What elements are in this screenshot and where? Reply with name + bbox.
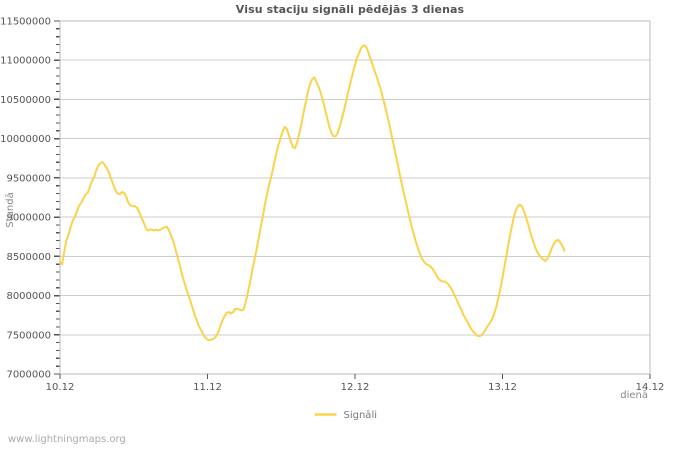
y-axis-tick-labels: 7000000 7500000 8000000 8500000 9000000 95000… xyxy=(0,17,51,381)
x-axis-ticks xyxy=(59,374,651,379)
y-axis-tick-label: 9500000 xyxy=(6,173,51,184)
y-axis-title: Stundā xyxy=(5,192,16,227)
x-axis-tick-labels: 10.12 11.12 12.12 13.12 14.12 xyxy=(46,382,665,393)
x-axis-tick-label: 12.12 xyxy=(341,382,370,393)
y-axis-tick-label: 10000000 xyxy=(0,134,51,145)
y-axis-tick-label: 10500000 xyxy=(0,95,51,106)
x-axis-tick-label: 13.12 xyxy=(488,382,517,393)
y-axis-tick-label: 9000000 xyxy=(6,213,51,224)
plot-frame xyxy=(59,20,651,375)
data-series-group xyxy=(59,44,566,342)
x-axis-title: dienā xyxy=(620,390,648,401)
y-axis-tick-label: 11000000 xyxy=(0,56,51,67)
x-axis-tick-label: 14.12 xyxy=(636,382,665,393)
x-axis-tick-label: 10.12 xyxy=(46,382,75,393)
y-axis-tick-label: 7000000 xyxy=(6,370,51,381)
y-axis-minor-ticks xyxy=(54,20,60,375)
chart-legend: Signāli xyxy=(314,410,378,421)
watermark-link[interactable]: www.lightningmaps.org xyxy=(8,434,126,445)
x-axis-tick-label: 11.12 xyxy=(193,382,222,393)
y-axis-tick-label: 8000000 xyxy=(6,291,51,302)
legend-label[interactable]: Signāli xyxy=(344,410,378,421)
series-line xyxy=(59,44,566,342)
chart-title: Visu staciju signāli pēdējās 3 dienas xyxy=(235,3,465,16)
y-axis-tick-label: 11500000 xyxy=(0,17,51,28)
y-axis-tick-label: 8500000 xyxy=(6,252,51,263)
y-axis-tick-label: 7500000 xyxy=(6,330,51,341)
